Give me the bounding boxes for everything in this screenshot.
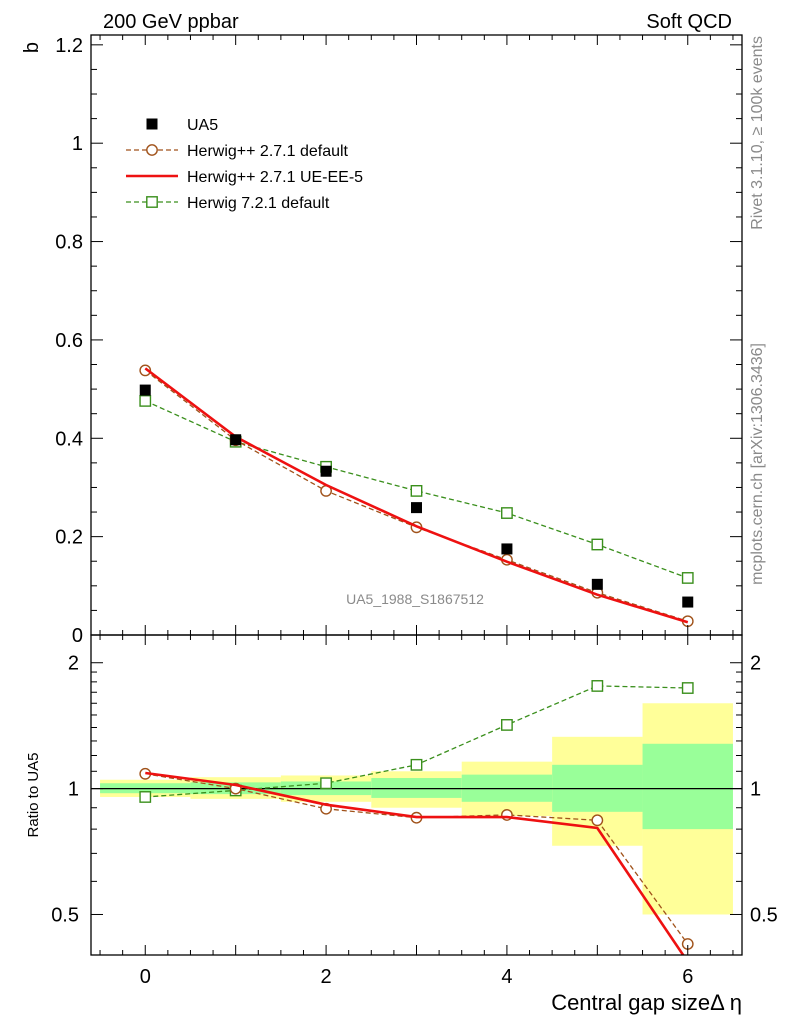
series-point-marker (681, 682, 694, 694)
y-tick-label: 0.8 (55, 232, 83, 254)
y-tick-label: 0.2 (55, 527, 83, 549)
legend-item: UA5 (146, 117, 218, 134)
series-point-marker (320, 777, 332, 790)
series-point-marker (591, 814, 604, 827)
legend-item: Herwig++ 2.7.1 default (126, 143, 349, 160)
main-panel-series (139, 364, 694, 628)
chart-title-left: 200 GeV ppbar (103, 11, 239, 33)
mcplots-source-label: mcplots.cern.ch [arXiv:1306.3436] (749, 343, 766, 585)
data-point-marker (139, 384, 151, 396)
series-point-marker (591, 538, 604, 551)
legend-label: Herwig 7.2.1 default (187, 195, 330, 212)
stat-uncertainty-band-bin (371, 778, 462, 798)
y-tick-label: 0.4 (55, 428, 83, 450)
ratio-y-tick-label-left: 0.5 (51, 904, 79, 926)
data-point-marker (682, 596, 694, 608)
series-point-marker (410, 485, 423, 497)
rivet-version-label: Rivet 3.1.10, ≥ 100k events (749, 36, 766, 230)
ratio-y-tick-label-right: 2 (750, 653, 761, 675)
series-line (145, 771, 685, 955)
x-tick-label: 2 (321, 966, 332, 988)
axes-frames: 0 2 4 6 0 0.2 0.4 0.6 0.8 1 1.2 0.5 0.5 1 1 2 2 (51, 34, 778, 988)
series-point-marker (501, 719, 513, 731)
legend-label: Herwig++ 2.7.1 UE-EE-5 (187, 169, 363, 186)
data-point-marker (411, 502, 422, 514)
legend-item: Herwig++ 2.7.1 UE-EE-5 (126, 169, 363, 186)
ratio-y-tick-label-right: 1 (750, 779, 761, 801)
x-tick-label: 6 (682, 966, 693, 988)
series-point-marker (681, 572, 694, 584)
legend-marker (146, 118, 158, 130)
series-point-marker (139, 364, 152, 377)
x-tick-label: 4 (501, 966, 512, 988)
series-point-marker (410, 758, 423, 771)
series-point-marker (501, 507, 513, 519)
y-tick-label: 1 (72, 133, 83, 155)
series-point-marker (139, 395, 152, 407)
ratio-y-tick-label-left: 2 (68, 653, 79, 675)
ratio-panel-series (139, 680, 694, 955)
series-point-marker (139, 791, 152, 803)
ratio-y-axis-label: Ratio to UA5 (25, 752, 42, 837)
legend: UA5 Herwig++ 2.7.1 default Herwig++ 2.7.1 … (126, 117, 363, 212)
ratio-y-tick-label-right: 0.5 (750, 904, 778, 926)
data-point-marker (591, 578, 603, 590)
legend-label: UA5 (187, 117, 218, 134)
series-point-marker (591, 680, 604, 692)
chart-title-right: Soft QCD (646, 11, 732, 33)
analysis-id-watermark: UA5_1988_S1867512 (346, 591, 484, 607)
legend-marker (146, 196, 158, 208)
stat-uncertainty-band-bin (642, 743, 733, 830)
y-tick-label: 0 (72, 625, 83, 647)
data-point-marker (230, 434, 242, 446)
data-point-marker (501, 543, 513, 555)
y-tick-label: 0.6 (55, 330, 83, 352)
y-tick-label: 1.2 (55, 35, 83, 57)
ratio-y-tick-label-left: 1 (68, 779, 79, 801)
legend-marker (146, 144, 158, 156)
legend-label: Herwig++ 2.7.1 default (187, 143, 349, 160)
legend-item: Herwig 7.2.1 default (126, 195, 330, 212)
data-point-marker (320, 465, 332, 477)
x-tick-label: 0 (140, 966, 151, 988)
main-y-axis-label: b (21, 42, 43, 53)
x-axis-label: Central gap sizeΔ η (551, 990, 742, 1015)
ratio-uncertainty-bands (100, 703, 733, 915)
